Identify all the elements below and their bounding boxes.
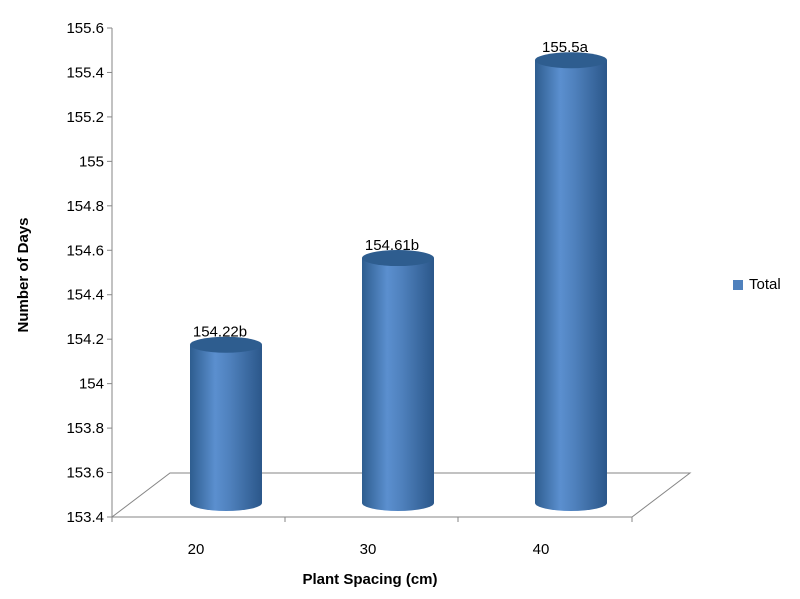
bar: [190, 336, 262, 511]
bar-body: [190, 344, 262, 511]
chart-axes: [110, 28, 692, 518]
bar-top: [535, 52, 607, 69]
y-tick-label: 155.6: [66, 20, 104, 37]
y-tick-label: 155.2: [66, 109, 104, 126]
x-tick-label: 40: [533, 541, 550, 558]
y-tick-label: 155.4: [66, 64, 104, 81]
y-tick-label: 153.6: [66, 465, 104, 482]
bar: [362, 250, 434, 511]
y-tick-label: 154.2: [66, 331, 104, 348]
data-label: 155.5a: [542, 39, 589, 56]
data-label: 154.61b: [365, 237, 419, 254]
x-axis-ticks: 20 30 40: [111, 517, 633, 558]
bar-series-total: [190, 52, 607, 511]
y-tick-label: 155: [79, 153, 104, 170]
data-labels: 154.22b 154.61b 155.5a: [193, 39, 589, 341]
data-label: 154.22b: [193, 324, 247, 341]
y-tick-label: 153.8: [66, 420, 104, 437]
legend: Total: [733, 276, 781, 293]
x-tick-label: 20: [188, 541, 205, 558]
bar-body: [535, 60, 607, 511]
y-tick-label: 154: [79, 376, 104, 393]
x-axis-title: Plant Spacing (cm): [302, 571, 437, 588]
bar: [535, 52, 607, 511]
y-tick-label: 154.4: [66, 287, 104, 304]
y-tick-label: 154.6: [66, 242, 104, 259]
y-tick-label: 153.4: [66, 509, 104, 526]
bar-top: [190, 336, 262, 353]
x-tick-label: 30: [360, 541, 377, 558]
chart-floor: [110, 472, 692, 518]
bar-body: [362, 258, 434, 511]
y-axis-title: Number of Days: [15, 217, 32, 332]
y-axis-ticks: 153.4 153.6 153.8 154 154.2 154.4 154.6 154.8 15…: [66, 20, 112, 526]
legend-swatch-total: [733, 279, 743, 290]
y-tick-label: 154.8: [66, 198, 104, 215]
legend-label-total: Total: [749, 276, 781, 293]
bar-top: [362, 250, 434, 267]
